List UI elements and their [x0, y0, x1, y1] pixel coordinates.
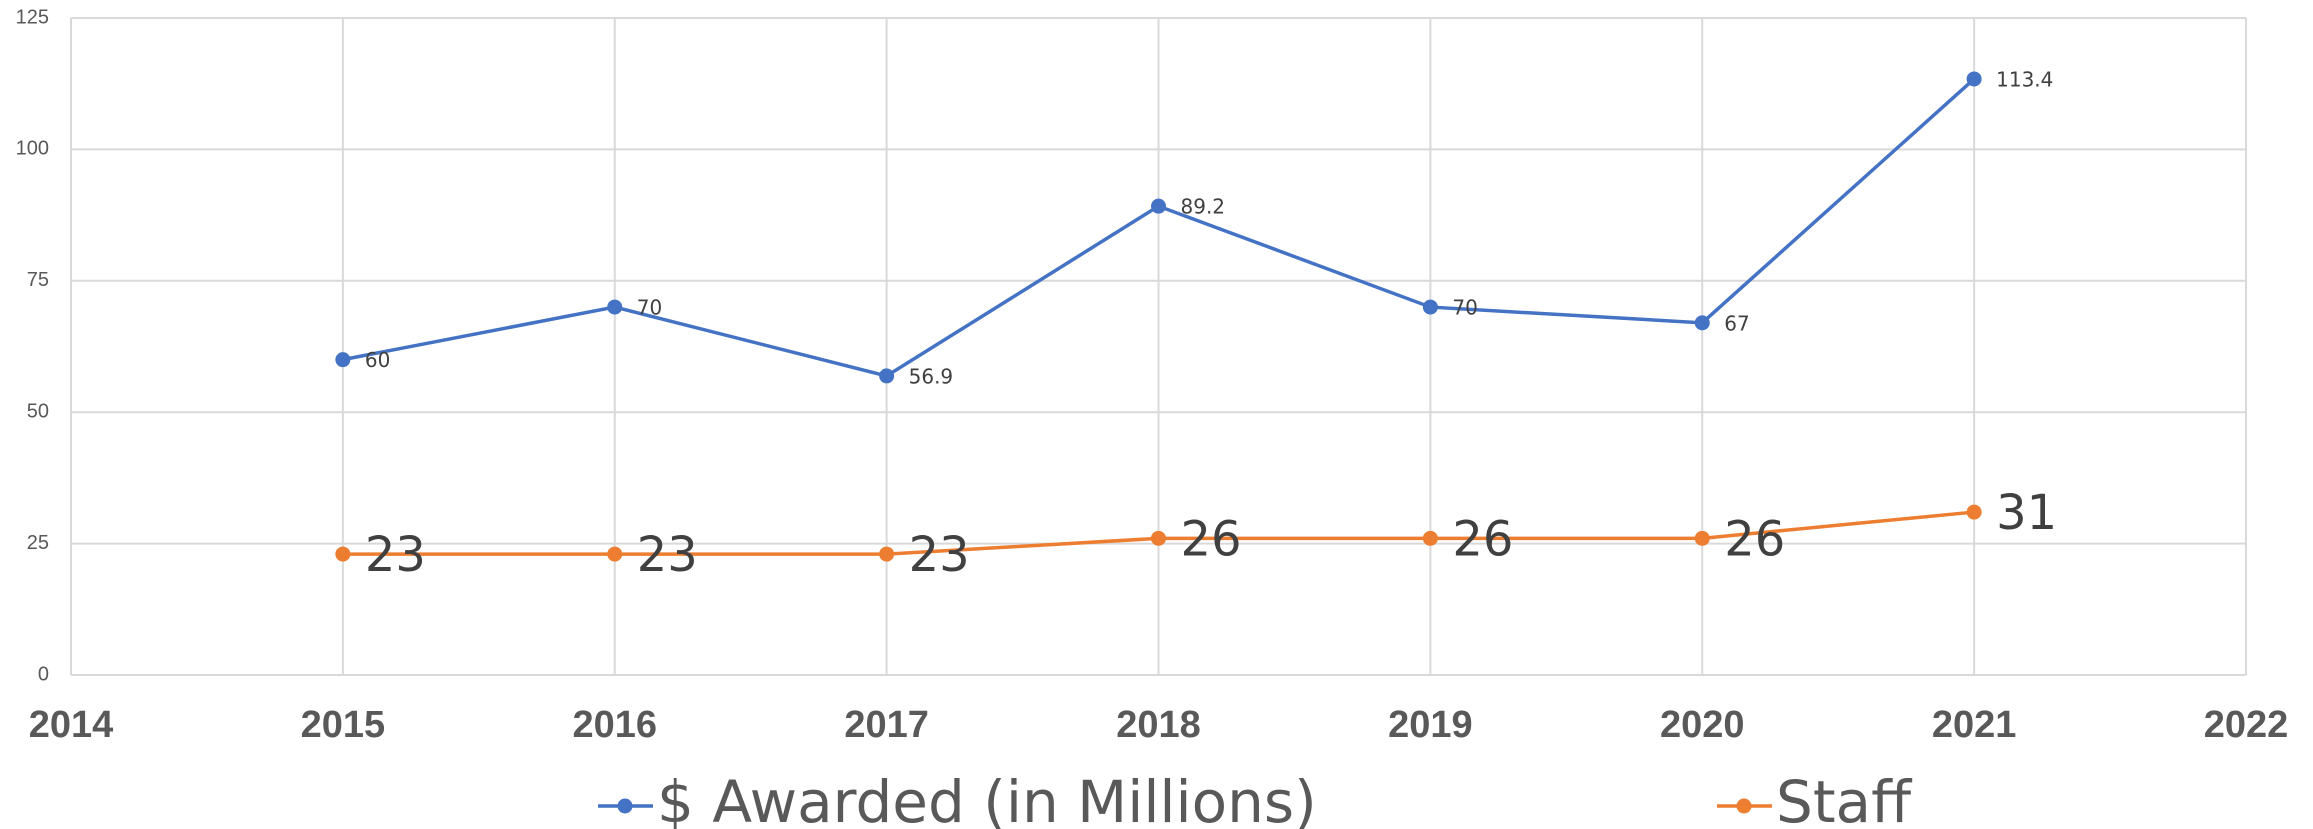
y-tick-label: 0 [38, 663, 49, 685]
data-label: 23 [637, 527, 698, 583]
x-tick-label: 2021 [1932, 704, 2017, 746]
data-point [1151, 530, 1166, 546]
data-label: 70 [1452, 296, 1477, 320]
data-point [1151, 198, 1166, 214]
y-tick-label: 50 [27, 400, 49, 422]
data-label: 23 [365, 527, 426, 583]
x-tick-label: 2014 [29, 704, 114, 746]
x-tick-label: 2015 [301, 704, 386, 746]
data-point [1966, 504, 1982, 520]
legend-label: $ Awarded (in Millions) [657, 768, 1317, 829]
y-tick-label: 125 [16, 6, 49, 28]
data-label: 60 [365, 348, 390, 372]
legend-label: Staff [1776, 768, 1913, 829]
legend-marker [617, 798, 633, 814]
data-point [1694, 530, 1710, 546]
y-tick-label: 75 [27, 269, 49, 291]
data-point [1694, 315, 1710, 331]
data-label: 67 [1724, 311, 1749, 335]
data-label: 89.2 [1181, 195, 1226, 219]
data-label: 26 [1452, 511, 1513, 567]
y-tick-label: 100 [16, 138, 49, 160]
data-label: 56.9 [909, 364, 954, 388]
data-point [335, 546, 351, 562]
data-label: 26 [1181, 511, 1242, 567]
data-label: 70 [637, 296, 662, 320]
data-label: 26 [1724, 511, 1785, 567]
y-tick-label: 25 [27, 532, 49, 554]
data-point [607, 546, 623, 562]
data-label: 23 [909, 527, 970, 583]
data-point [1422, 530, 1438, 546]
x-tick-label: 2016 [572, 704, 657, 746]
data-label: 31 [1996, 485, 2057, 541]
x-tick-label: 2019 [1388, 704, 1473, 746]
data-label: 113.4 [1996, 67, 2053, 91]
x-tick-label: 2022 [2204, 704, 2289, 746]
data-point [879, 368, 895, 384]
data-point [1966, 71, 1982, 87]
legend-marker [1736, 798, 1752, 814]
x-tick-label: 2017 [844, 704, 929, 746]
data-point [607, 299, 623, 315]
data-point [335, 352, 351, 368]
data-point [879, 546, 895, 562]
data-point [1422, 299, 1438, 315]
x-tick-label: 2020 [1660, 704, 1745, 746]
x-tick-label: 2018 [1116, 704, 1201, 746]
